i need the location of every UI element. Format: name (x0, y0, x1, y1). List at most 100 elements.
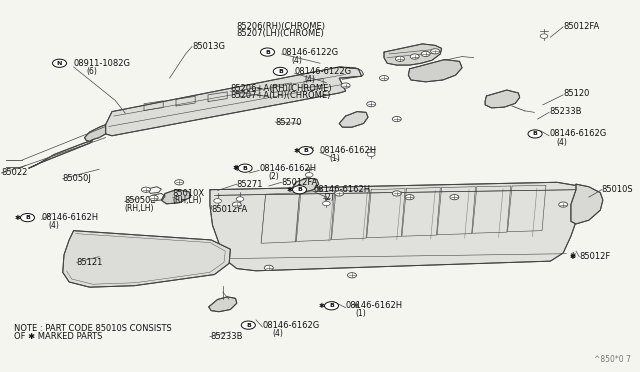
Text: ✱: ✱ (232, 165, 238, 171)
Polygon shape (293, 178, 319, 193)
Text: B: B (265, 49, 270, 55)
Text: ✱: ✱ (319, 303, 324, 309)
Text: NOTE : PART CODE 85010S CONSISTS: NOTE : PART CODE 85010S CONSISTS (14, 324, 172, 333)
Text: 85121: 85121 (77, 258, 103, 267)
Text: ✱: ✱ (316, 185, 322, 194)
Text: (4): (4) (557, 138, 568, 147)
Circle shape (367, 152, 375, 157)
Text: 08146-6162H: 08146-6162H (42, 213, 99, 222)
Text: 85120: 85120 (563, 89, 589, 98)
Text: 08146-6162H: 08146-6162H (346, 301, 403, 310)
Polygon shape (408, 60, 462, 82)
Text: 85012F: 85012F (579, 252, 611, 261)
Text: 08146-6122G: 08146-6122G (282, 48, 339, 57)
Circle shape (273, 67, 287, 76)
Text: 08911-1082G: 08911-1082G (74, 59, 131, 68)
Polygon shape (161, 190, 191, 204)
Circle shape (324, 302, 339, 310)
Text: B: B (329, 303, 334, 308)
Text: (4): (4) (48, 221, 59, 230)
Polygon shape (485, 90, 520, 108)
Text: 85012FA: 85012FA (211, 205, 248, 214)
Text: N: N (57, 61, 62, 66)
Text: OF ✱ MARKED PARTS: OF ✱ MARKED PARTS (14, 332, 102, 341)
Text: B: B (25, 215, 30, 220)
Text: 85013G: 85013G (192, 42, 225, 51)
Text: ✱: ✱ (570, 254, 575, 260)
Circle shape (149, 195, 158, 201)
Text: (4): (4) (304, 75, 315, 84)
Text: 85206+A(RH)(CHROME): 85206+A(RH)(CHROME) (230, 84, 332, 93)
Text: 85271: 85271 (237, 180, 263, 189)
Circle shape (335, 191, 344, 196)
Circle shape (348, 273, 356, 278)
Circle shape (380, 76, 388, 81)
Text: 08146-6162H: 08146-6162H (320, 146, 377, 155)
Circle shape (299, 147, 313, 155)
Text: 85010X: 85010X (173, 189, 205, 198)
Text: (4): (4) (291, 56, 302, 65)
Text: 85270: 85270 (275, 118, 301, 126)
Text: 08146-6122G: 08146-6122G (294, 67, 351, 76)
Text: B: B (243, 166, 248, 171)
Text: 85233B: 85233B (210, 332, 243, 341)
Polygon shape (106, 67, 362, 136)
Circle shape (392, 116, 401, 122)
Text: ✱: ✱ (307, 145, 314, 154)
Text: 85233B: 85233B (549, 107, 582, 116)
Text: 08146-6162G: 08146-6162G (549, 129, 606, 138)
Circle shape (450, 195, 459, 200)
Circle shape (241, 321, 255, 329)
Circle shape (232, 202, 241, 207)
Text: (2): (2) (269, 172, 280, 181)
Polygon shape (209, 297, 237, 312)
Polygon shape (84, 125, 106, 141)
Circle shape (396, 56, 404, 61)
Circle shape (405, 195, 414, 200)
Circle shape (175, 180, 184, 185)
Text: ✱: ✱ (234, 164, 240, 173)
Polygon shape (29, 141, 93, 168)
Circle shape (341, 83, 350, 88)
Polygon shape (384, 44, 442, 65)
Text: 85012FA: 85012FA (282, 178, 318, 187)
Circle shape (431, 49, 440, 54)
Circle shape (141, 187, 150, 192)
Text: B: B (246, 323, 251, 328)
Polygon shape (339, 112, 368, 127)
Circle shape (559, 202, 568, 207)
Circle shape (292, 186, 307, 194)
Text: ✱: ✱ (15, 215, 20, 221)
Circle shape (20, 214, 35, 222)
Text: 85012FA: 85012FA (563, 22, 600, 31)
Text: B: B (297, 187, 302, 192)
Polygon shape (210, 182, 584, 271)
Text: (1): (1) (330, 154, 340, 163)
Text: ^850*0 7: ^850*0 7 (593, 355, 630, 364)
Circle shape (238, 164, 252, 172)
Text: ✱: ✱ (570, 251, 576, 260)
Circle shape (264, 265, 273, 270)
Text: (6): (6) (86, 67, 97, 76)
Text: ✱: ✱ (293, 148, 299, 154)
Text: 85206(RH)(CHROME): 85206(RH)(CHROME) (237, 22, 326, 31)
Text: (2): (2) (323, 193, 334, 202)
Circle shape (540, 34, 548, 38)
Text: ✱: ✱ (287, 187, 292, 193)
Text: (4): (4) (272, 329, 283, 338)
Circle shape (52, 59, 67, 67)
Circle shape (421, 51, 430, 57)
Text: 08146-6162G: 08146-6162G (262, 321, 319, 330)
Text: (RH,LH): (RH,LH) (125, 204, 154, 213)
Text: (RH,LH): (RH,LH) (173, 196, 202, 205)
Circle shape (236, 197, 244, 201)
Polygon shape (63, 231, 230, 287)
Circle shape (323, 201, 330, 206)
Circle shape (392, 191, 401, 196)
Text: 85050J: 85050J (63, 174, 92, 183)
Text: 85207+A(LH)(CHROME): 85207+A(LH)(CHROME) (230, 92, 331, 100)
Circle shape (367, 102, 376, 107)
Text: 85022: 85022 (1, 169, 28, 177)
Circle shape (214, 199, 221, 203)
Text: 85010S: 85010S (602, 185, 633, 194)
